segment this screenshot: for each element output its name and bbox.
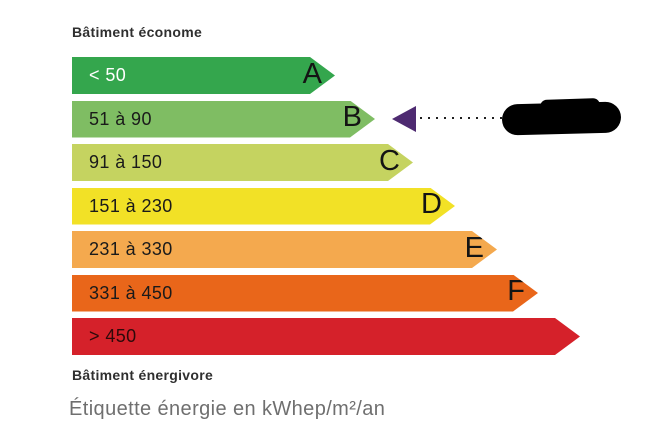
energy-range-label: > 450 [89,326,137,346]
energy-range-label: 51 à 90 [89,108,152,129]
energy-bar-d: 151 à 230 D [72,188,455,225]
energy-bar-b: 51 à 90 B [72,101,375,138]
energy-bar-e: 231 à 330 E [72,231,497,268]
energy-class-letter: F [507,275,525,308]
energy-range-label: 331 à 450 [89,282,173,303]
redacted-value-blob-edge [539,97,601,115]
energy-bar-g: > 450 [72,318,580,355]
energy-bar-c: 91 à 150 C [72,144,413,181]
dotted-connector [420,117,506,119]
energy-class-letter: E [464,231,484,264]
energy-range-label: 151 à 230 [89,195,173,216]
energy-label-caption: Étiquette énergie en kWhep/m²/an [69,398,386,420]
energy-range-label: 91 à 150 [89,152,163,172]
selected-class-arrow-icon [392,106,416,132]
energy-bar-a: < 50 A [72,57,335,94]
energy-class-letter: B [342,101,362,134]
energy-intensive-building-label: Bâtiment énergivore [72,367,214,383]
energy-class-letter: D [421,188,442,221]
energy-range-label: < 50 [89,65,127,85]
economical-building-label: Bâtiment économe [72,24,203,40]
energy-class-letter: A [302,57,322,90]
energy-range-label: 231 à 330 [89,239,173,259]
energy-class-letter: C [379,144,400,177]
energy-bar-f: 331 à 450 F [72,275,538,312]
